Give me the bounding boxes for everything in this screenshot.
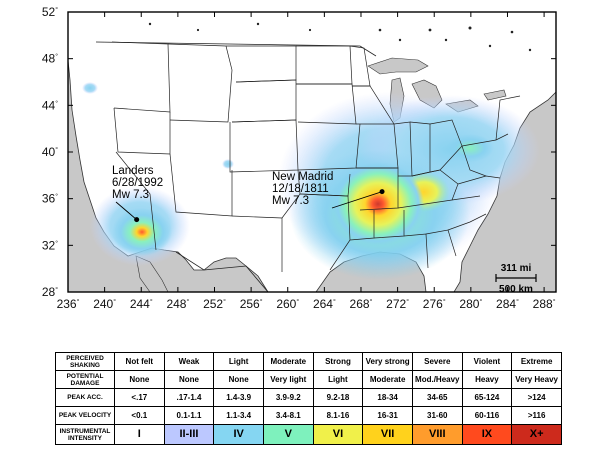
legend-row-header: PEAK ACC.: [55, 388, 115, 407]
scale-km: 500 km: [499, 284, 533, 295]
lon-tick-label: 244°: [130, 297, 153, 311]
lat-tick-label: 28°: [42, 285, 58, 299]
legend-cell-damage: Light: [312, 370, 364, 389]
legend-cell-vel: 1.1-3.4: [213, 406, 264, 425]
lon-tick-label: 236°: [57, 297, 80, 311]
legend-cell-acc: 18-34: [362, 388, 413, 407]
legend-cell-damage: None: [213, 370, 264, 389]
national-border: [95, 41, 377, 292]
lon-tick-label: 268°: [350, 297, 373, 311]
event-date: 12/18/1811: [272, 183, 329, 195]
legend-cell-damage: Moderate: [362, 370, 413, 389]
legend-cell-vel: >116: [511, 406, 562, 425]
legend-cell-damage: Mod./Heavy: [411, 370, 463, 389]
legend-cell-intensity: IV: [213, 424, 264, 445]
lon-tick-label: 280°: [459, 297, 482, 311]
legend-cell-shaking: Light: [213, 352, 264, 371]
legend-cell-damage: None: [163, 370, 215, 389]
intensity-legend-table: PERCEIVED SHAKING Not felt Weak Light Modera…: [55, 352, 562, 445]
lat-tick-label: 32°: [42, 238, 58, 252]
legend-row-header: PEAK VELOCITY: [55, 406, 115, 425]
northern-lakes: [148, 22, 532, 52]
legend-cell-damage: None: [114, 370, 165, 389]
legend-cell-acc: >124: [511, 388, 562, 407]
legend-cell-vel: 0.1-1.1: [163, 406, 215, 425]
perceived-shaking-row: PERCEIVED SHAKING Not felt Weak Light Modera…: [55, 352, 562, 371]
legend-cell-intensity: VII: [362, 424, 413, 445]
lat-tick-label: 48°: [42, 52, 58, 66]
legend-cell-damage: Very Heavy: [511, 370, 562, 389]
peak-acc-row: PEAK ACC. <.17.17-1.4 1.4-3.9 3.9-9.2 9.2-18…: [55, 388, 562, 407]
lon-tick-label: 252°: [203, 297, 226, 311]
legend-cell-shaking: Moderate: [262, 352, 314, 371]
lon-tick-label: 284°: [496, 297, 519, 311]
legend-cell-intensity: VI: [312, 424, 364, 445]
legend-cell-shaking: Weak: [163, 352, 215, 371]
lon-tick-label: 240°: [93, 297, 116, 311]
legend-cell-acc: 65-124: [461, 388, 513, 407]
event-name: Landers: [112, 165, 154, 177]
legend-cell-acc: 3.9-9.2: [262, 388, 314, 407]
legend-cell-acc: 9.2-18: [312, 388, 364, 407]
legend-cell-vel: 31-60: [411, 406, 463, 425]
intensity-map: 52° 48° 44° 40° 36° 32° 28° 236° 240° 244° 248° 25…: [42, 5, 557, 311]
legend-cell-shaking: Severe: [411, 352, 463, 371]
event-leader-line: [115, 201, 137, 221]
legend-cell-shaking: Extreme: [511, 352, 562, 371]
lon-tick-label: 260°: [276, 297, 299, 311]
lon-tick-label: 276°: [423, 297, 446, 311]
legend-cell-damage: Heavy: [461, 370, 513, 389]
event-date: 6/28/1992: [112, 177, 163, 189]
event-magnitude: Mw 7.3: [272, 195, 309, 207]
scale-miles: 311 mi: [501, 263, 532, 274]
legend-row-header: INSTRUMENTAL INTENSITY: [55, 424, 115, 445]
legend-cell-intensity: I: [114, 424, 165, 445]
legend-cell-vel: 3.4-8.1: [262, 406, 314, 425]
legend-cell-intensity: IX: [461, 424, 513, 445]
lon-tick-label: 256°: [240, 297, 263, 311]
event-magnitude: Mw 7.3: [112, 189, 149, 201]
scale-bar: 311 mi 500 km: [495, 263, 537, 295]
lat-tick-label: 36°: [42, 192, 58, 206]
legend-cell-acc: 34-65: [411, 388, 463, 407]
legend-cell-damage: Very light: [262, 370, 314, 389]
lon-tick-label: 264°: [313, 297, 336, 311]
potential-damage-row: POTENTIAL DAMAGE None None None Very light Li…: [55, 370, 562, 389]
event-leader-line: [331, 191, 383, 209]
legend-cell-intensity: VIII: [411, 424, 463, 445]
lon-tick-label: 248°: [166, 297, 189, 311]
instrumental-intensity-row: INSTRUMENTAL INTENSITY I II-III IV V VI VII VII…: [55, 424, 562, 445]
lon-tick-label: 288°: [533, 297, 556, 311]
lon-tick-label: 272°: [386, 297, 409, 311]
epicenter-marker: [379, 189, 385, 195]
legend-cell-shaking: Not felt: [114, 352, 165, 371]
legend-cell-vel: <0.1: [114, 406, 165, 425]
legend-cell-shaking: Very strong: [362, 352, 413, 371]
legend-cell-acc: .17-1.4: [163, 388, 215, 407]
lat-tick-label: 44°: [42, 98, 58, 112]
legend-row-header: POTENTIAL DAMAGE: [55, 370, 115, 389]
peak-velocity-row: PEAK VELOCITY <0.1 0.1-1.1 1.1-3.4 3.4-8.1 8.…: [55, 406, 562, 425]
legend-cell-intensity: X+: [511, 424, 562, 445]
legend-cell-acc: <.17: [114, 388, 165, 407]
legend-cell-acc: 1.4-3.9: [213, 388, 264, 407]
lat-tick-label: 52°: [42, 5, 58, 19]
lat-tick-label: 40°: [42, 145, 58, 159]
legend-cell-vel: 60-116: [461, 406, 513, 425]
legend-cell-intensity: II-III: [163, 424, 215, 445]
latitude-axis: 52° 48° 44° 40° 36° 32° 28°: [42, 5, 556, 299]
epicenter-marker: [134, 217, 140, 223]
legend-cell-shaking: Strong: [312, 352, 364, 371]
legend-cell-intensity: V: [262, 424, 314, 445]
legend-cell-vel: 16-31: [362, 406, 413, 425]
legend-cell-vel: 8.1-16: [312, 406, 364, 425]
legend-cell-shaking: Violent: [461, 352, 513, 371]
legend-row-header: PERCEIVED SHAKING: [55, 352, 115, 371]
state-boundaries: [111, 41, 521, 272]
longitude-axis: 236° 240° 244° 248° 252° 256° 260° 264° 268° 272°…: [57, 12, 556, 311]
event-name: New Madrid: [272, 171, 333, 183]
